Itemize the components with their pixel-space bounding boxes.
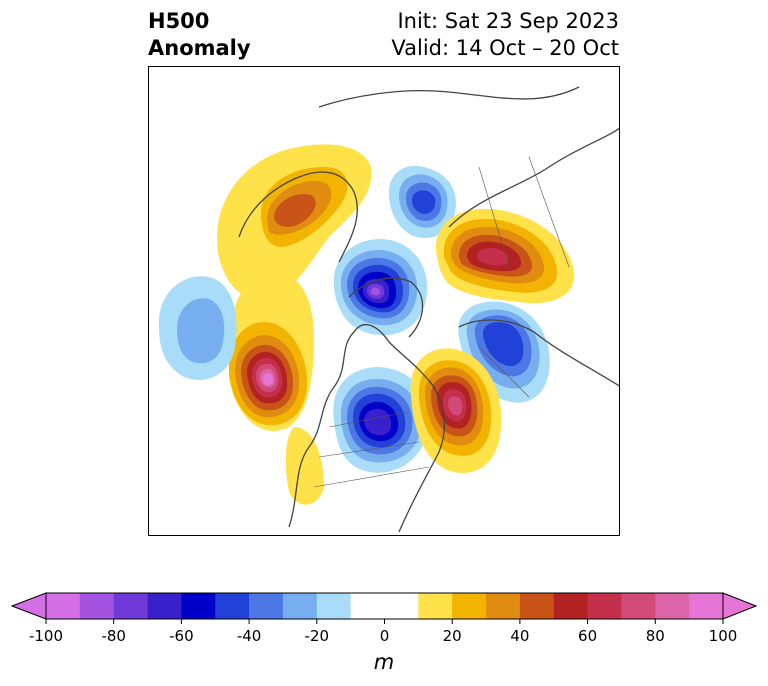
province-border bbox=[328, 411, 410, 428]
anomaly-positive-atlantic bbox=[410, 348, 502, 473]
us-canada-border bbox=[313, 466, 430, 488]
anomaly-negative-canada bbox=[333, 367, 430, 473]
siberia-outline bbox=[318, 86, 580, 108]
colorbar-segment bbox=[282, 593, 318, 619]
anomaly-map bbox=[158, 86, 619, 533]
colorbar-segment bbox=[519, 593, 555, 619]
eurasia-outline bbox=[448, 127, 619, 228]
russia-border bbox=[478, 166, 510, 268]
colorbar-segment bbox=[553, 593, 589, 619]
anomaly-positive-southwest bbox=[285, 427, 324, 505]
kazakhstan-border bbox=[528, 156, 570, 268]
colorbar-segment bbox=[384, 593, 419, 619]
europe-border bbox=[478, 346, 530, 398]
valid-range: Valid: 14 Oct – 20 Oct bbox=[391, 36, 619, 60]
anomaly-negative-arctic bbox=[333, 239, 428, 336]
anomaly-positive-west-coast bbox=[228, 272, 314, 431]
colorbar-tick-label: 20 bbox=[442, 627, 462, 645]
colorbar-svg bbox=[10, 592, 758, 624]
state-border bbox=[318, 441, 420, 458]
colorbar-tick-label: 100 bbox=[708, 627, 738, 645]
anomaly-positive-russia bbox=[436, 208, 575, 304]
title-left: H500 Anomaly bbox=[148, 8, 251, 62]
colorbar-segment bbox=[249, 593, 284, 619]
political-borders bbox=[313, 156, 570, 488]
colorbar-tick-label: -80 bbox=[101, 627, 126, 645]
anomaly-positive-alaska bbox=[217, 144, 372, 301]
anomaly-field bbox=[158, 144, 575, 505]
alaska-outline bbox=[238, 171, 358, 263]
title-variable: H500 bbox=[148, 9, 210, 33]
colorbar-segment bbox=[46, 593, 81, 619]
colorbar-segment bbox=[418, 593, 453, 619]
colorbar-segment bbox=[621, 593, 656, 619]
colorbar-segment bbox=[587, 593, 622, 619]
coastlines bbox=[238, 86, 619, 533]
colorbar-segments bbox=[45, 592, 724, 620]
colorbar-tick-label: 80 bbox=[645, 627, 665, 645]
colorbar-segment bbox=[350, 593, 385, 619]
colorbar-extend-min bbox=[10, 592, 47, 620]
title-field: Anomaly bbox=[148, 36, 251, 60]
colorbar-segment bbox=[655, 593, 690, 619]
north-america-outline bbox=[288, 323, 446, 533]
map-panel bbox=[148, 66, 620, 536]
colorbar-tick-label: 60 bbox=[578, 627, 598, 645]
colorbar-tick-label: -60 bbox=[169, 627, 194, 645]
colorbar bbox=[0, 586, 768, 686]
colorbar-segment bbox=[181, 593, 216, 619]
title-right: Init: Sat 23 Sep 2023 Valid: 14 Oct – 20… bbox=[391, 8, 619, 62]
colorbar-tick-label: -40 bbox=[236, 627, 262, 645]
colorbar-ticks bbox=[45, 619, 724, 624]
anomaly-negative-north-europe bbox=[389, 165, 456, 238]
colorbar-segment bbox=[689, 593, 724, 619]
colorbar-segment bbox=[113, 593, 149, 619]
colorbar-tick-label: 0 bbox=[379, 627, 390, 645]
colorbar-extend-max bbox=[722, 592, 758, 620]
colorbar-segment bbox=[147, 593, 182, 619]
colorbar-segment bbox=[316, 593, 352, 619]
colorbar-tick-label: 40 bbox=[510, 627, 530, 645]
europe-outline bbox=[458, 319, 619, 387]
init-date: Init: Sat 23 Sep 2023 bbox=[397, 9, 619, 33]
greenland-outline bbox=[348, 277, 424, 338]
colorbar-segment bbox=[215, 593, 250, 619]
anomaly-negative-pacific bbox=[158, 276, 237, 380]
colorbar-segment bbox=[452, 593, 487, 619]
colorbar-tick-label: -100 bbox=[28, 627, 64, 645]
colorbar-tick-label: -20 bbox=[304, 627, 330, 645]
colorbar-unit: m bbox=[373, 650, 395, 674]
colorbar-segment bbox=[486, 593, 521, 619]
colorbar-segment bbox=[79, 593, 115, 619]
